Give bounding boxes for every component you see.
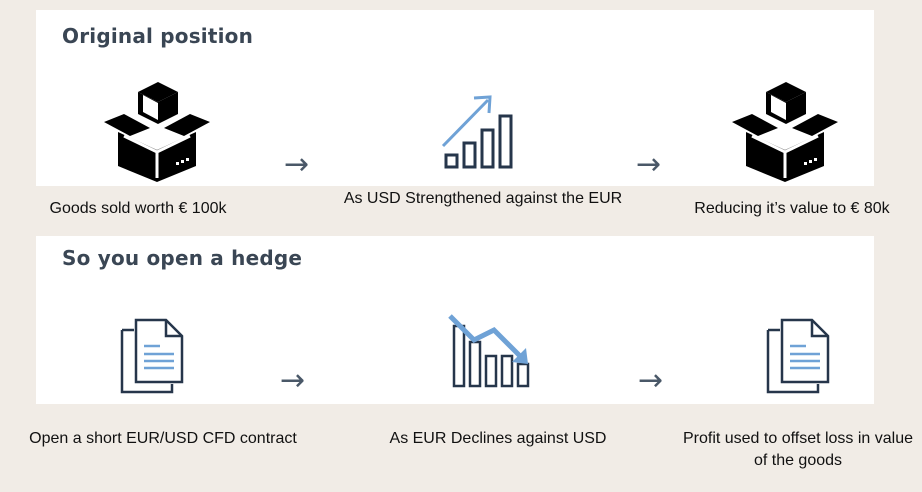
original-position-panel: Original position → → bbox=[36, 10, 874, 186]
step-caption: As USD Strengthened against the EUR bbox=[343, 190, 623, 207]
connector-arrow: → bbox=[284, 147, 310, 182]
step-caption: As EUR Declines against USD bbox=[389, 430, 607, 447]
section-title-original: Original position bbox=[62, 24, 254, 48]
step-caption: Reducing it’s value to € 80k bbox=[694, 200, 890, 217]
declining-bar-chart-icon bbox=[448, 314, 530, 388]
box-icon bbox=[104, 82, 210, 182]
section-title-hedge: So you open a hedge bbox=[62, 246, 303, 270]
document-icon bbox=[120, 318, 184, 394]
step-caption: Goods sold worth € 100k bbox=[49, 200, 227, 217]
rising-bar-chart-icon bbox=[441, 95, 513, 169]
connector-arrow: → bbox=[636, 147, 662, 182]
box-icon bbox=[732, 82, 838, 182]
connector-arrow: → bbox=[638, 363, 664, 398]
step-caption: Profit used to offset loss in value of t… bbox=[682, 430, 914, 469]
hedge-panel: So you open a hedge → → bbox=[36, 236, 874, 404]
document-icon bbox=[766, 318, 830, 394]
step-caption: Open a short EUR/USD CFD contract bbox=[29, 430, 297, 447]
connector-arrow: → bbox=[280, 363, 306, 398]
